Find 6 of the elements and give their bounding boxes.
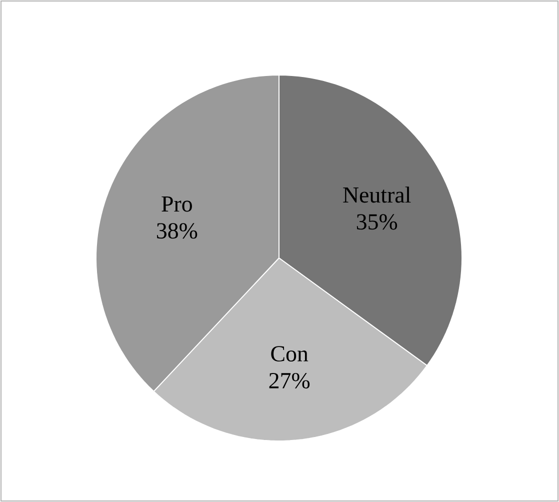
slice-label: Neutral — [343, 186, 411, 203]
data-label: 38% — [157, 223, 198, 239]
data-label: 27% — [269, 372, 310, 388]
data-label: 35% — [356, 214, 398, 230]
slice-label: Con — [271, 346, 308, 362]
slice-label: Pro — [162, 196, 192, 212]
